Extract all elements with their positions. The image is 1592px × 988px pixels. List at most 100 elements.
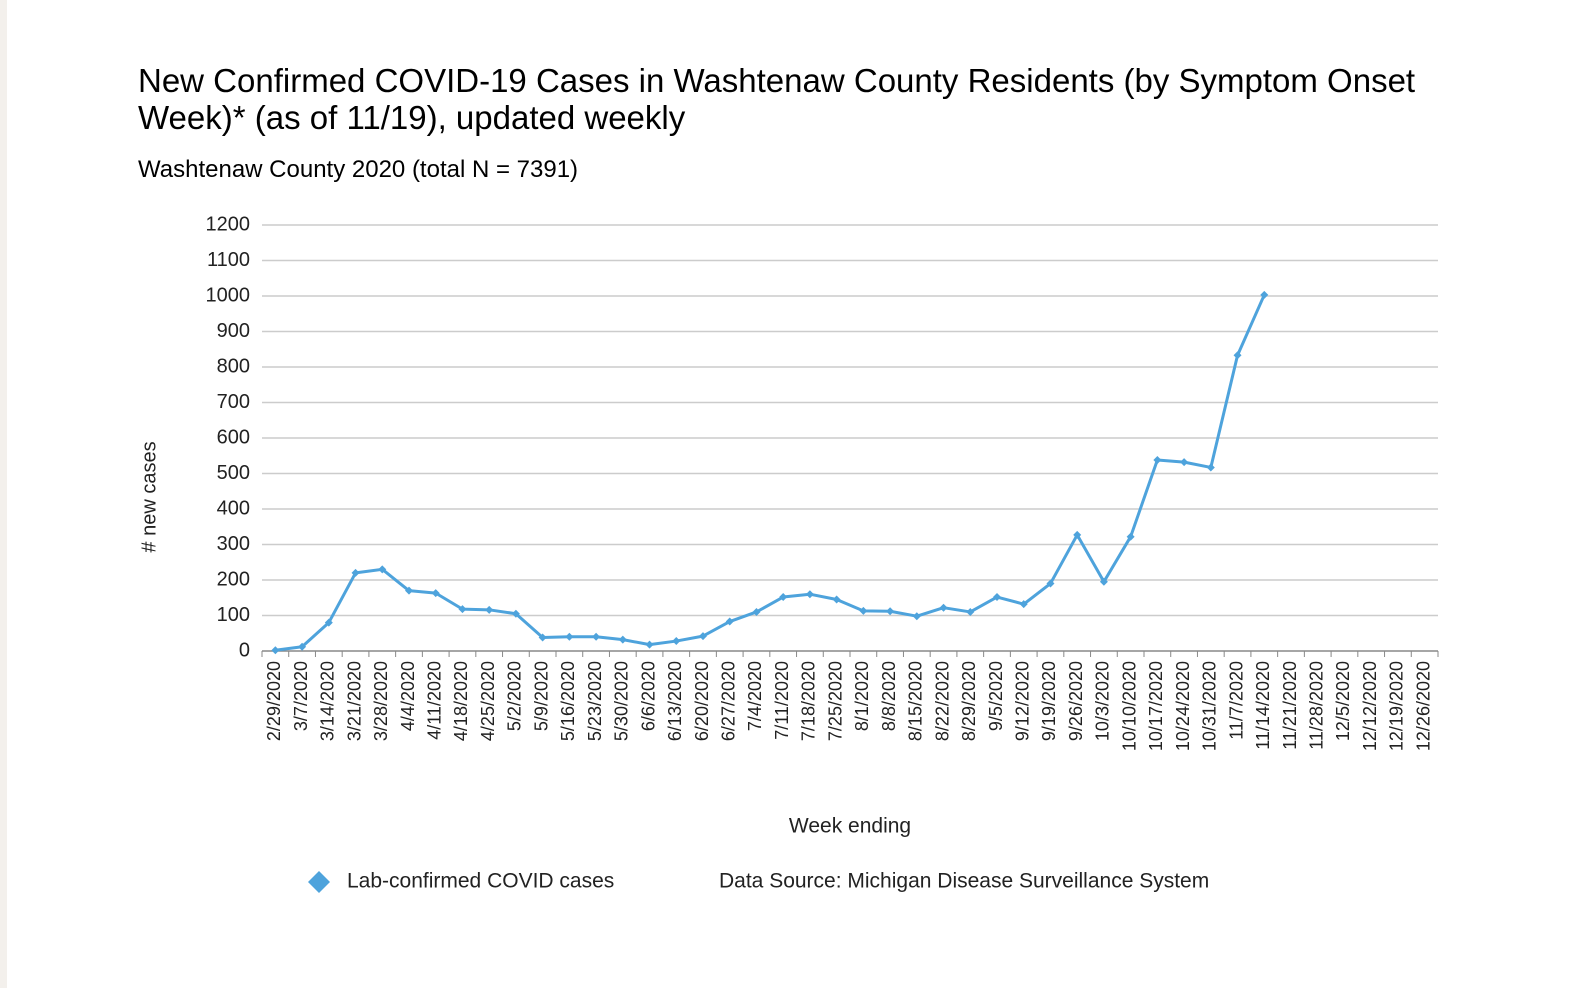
chart-subtitle: Washtenaw County 2020 (total N = 7391)	[138, 156, 579, 183]
x-tick-label: 10/24/2020	[1173, 661, 1193, 751]
data-point	[565, 632, 574, 641]
x-tick-label: 6/6/2020	[638, 661, 658, 731]
data-line	[275, 294, 1266, 652]
x-tick-label: 5/9/2020	[531, 661, 551, 731]
data-point	[1206, 463, 1215, 472]
data-source-note: Data Source: Michigan Disease Surveillan…	[719, 870, 1209, 893]
x-tick-label: 12/26/2020	[1413, 661, 1433, 751]
data-point	[805, 590, 814, 599]
x-axis-label: Week ending	[789, 815, 911, 838]
x-tick-label: 10/3/2020	[1093, 661, 1113, 741]
y-tick-label: 1200	[206, 213, 251, 235]
legend-label: Lab-confirmed COVID cases	[347, 870, 614, 893]
data-point	[939, 603, 948, 612]
data-point	[1180, 458, 1189, 467]
x-tick-label: 6/27/2020	[718, 661, 738, 741]
data-point	[592, 632, 601, 641]
data-point	[1233, 351, 1242, 360]
x-tick-label: 4/18/2020	[451, 661, 471, 741]
x-tick-label: 11/21/2020	[1280, 661, 1300, 750]
data-point	[912, 612, 921, 621]
data-point	[725, 617, 734, 626]
x-tick-label: 8/29/2020	[959, 661, 979, 741]
x-tick-label: 9/26/2020	[1066, 661, 1086, 741]
x-tick-label: 6/13/2020	[665, 661, 685, 741]
page-border	[0, 0, 7, 988]
y-tick-label: 1100	[207, 249, 250, 271]
x-tick-label: 9/5/2020	[986, 661, 1006, 731]
x-tick-label: 5/2/2020	[505, 661, 525, 731]
x-tick-label: 11/14/2020	[1253, 661, 1273, 750]
x-tick-label: 5/30/2020	[612, 661, 632, 741]
y-tick-label: 0	[239, 639, 250, 661]
y-tick-label: 100	[217, 604, 250, 626]
y-axis-label: # new cases	[138, 441, 160, 552]
x-tick-label: 2/29/2020	[264, 661, 284, 741]
y-tick-label: 600	[217, 426, 250, 448]
data-point	[859, 606, 868, 615]
y-tick-label: 300	[217, 533, 250, 555]
legend-marker	[308, 871, 330, 893]
data-point	[458, 605, 467, 614]
x-tick-label: 10/17/2020	[1146, 661, 1166, 751]
x-tick-label: 7/4/2020	[745, 661, 765, 731]
data-point	[1260, 290, 1269, 299]
x-tick-label: 9/19/2020	[1039, 661, 1059, 741]
data-point	[779, 593, 788, 602]
data-point	[378, 565, 387, 574]
data-point	[405, 586, 413, 595]
data-point	[832, 595, 841, 604]
x-tick-label: 3/14/2020	[318, 661, 338, 741]
data-point	[1153, 456, 1162, 465]
data-point	[645, 640, 654, 649]
data-point	[752, 607, 761, 616]
y-tick-label: 400	[217, 497, 250, 519]
data-point	[886, 607, 895, 616]
x-tick-label: 10/10/2020	[1119, 661, 1139, 751]
x-tick-label: 6/20/2020	[692, 661, 712, 741]
data-point	[351, 568, 360, 577]
x-tick-label: 11/7/2020	[1226, 661, 1246, 740]
data-point	[618, 635, 627, 644]
data-point	[1099, 577, 1108, 586]
chart-title: New Confirmed COVID-19 Cases in Washtena…	[138, 62, 1416, 136]
data-point	[966, 607, 975, 616]
y-tick-label: 900	[217, 320, 250, 342]
x-tick-label: 9/12/2020	[1012, 661, 1032, 741]
data-point	[271, 646, 280, 655]
data-point	[1073, 530, 1082, 539]
x-tick-label: 3/28/2020	[371, 661, 391, 741]
x-tick-label: 7/11/2020	[772, 661, 792, 740]
x-tick-label: 12/19/2020	[1387, 661, 1407, 751]
x-tick-label: 4/11/2020	[424, 661, 444, 740]
x-tick-label: 12/5/2020	[1333, 661, 1353, 741]
x-tick-label: 11/28/2020	[1306, 661, 1326, 750]
x-tick-label: 7/25/2020	[825, 661, 845, 741]
y-tick-label: 800	[217, 355, 250, 377]
data-point	[511, 609, 520, 618]
y-tick-label: 200	[217, 568, 250, 590]
x-tick-label: 4/4/2020	[398, 661, 418, 731]
x-tick-label: 10/31/2020	[1200, 661, 1220, 751]
x-tick-label: 3/21/2020	[344, 661, 364, 741]
data-point	[672, 637, 681, 646]
y-tick-label: 1000	[206, 284, 251, 306]
x-tick-label: 8/15/2020	[906, 661, 926, 741]
data-point	[993, 593, 1001, 602]
data-point	[485, 605, 494, 614]
data-point	[431, 589, 440, 598]
data-point	[538, 633, 547, 642]
data-point	[324, 618, 333, 627]
data-point	[1046, 579, 1055, 588]
data-point	[1019, 600, 1028, 609]
data-point	[298, 642, 307, 651]
x-tick-label: 5/16/2020	[558, 661, 578, 741]
x-tick-label: 8/8/2020	[879, 661, 899, 731]
x-tick-label: 12/12/2020	[1360, 661, 1380, 751]
y-tick-label: 700	[217, 391, 250, 413]
x-tick-label: 7/18/2020	[799, 661, 819, 741]
data-point	[1126, 532, 1135, 541]
x-tick-label: 8/22/2020	[932, 661, 952, 741]
